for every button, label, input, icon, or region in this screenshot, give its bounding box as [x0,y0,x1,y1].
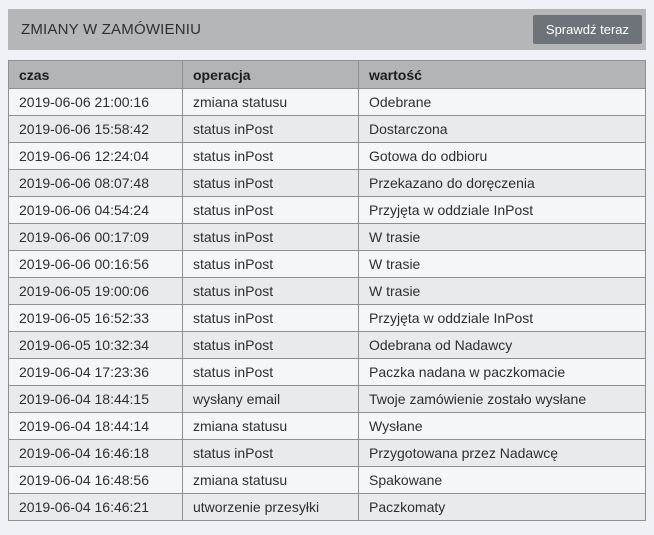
cell-time: 2019-06-04 16:46:21 [8,493,183,521]
cell-operation: status inPost [182,196,359,224]
table-row: 2019-06-04 16:46:21 utworzenie przesyłki P… [8,493,646,521]
cell-operation: zmiana statusu [182,412,359,440]
table-row: 2019-06-06 15:58:42 status inPost Dostarcz… [8,115,646,143]
cell-time: 2019-06-06 00:17:09 [8,223,183,251]
table-header-row: czas operacja wartość [8,60,646,89]
table-row: 2019-06-06 00:16:56 status inPost W trasie [8,250,646,278]
cell-value: Wysłane [358,412,646,440]
panel-title: ZMIANY W ZAMÓWIENIU [21,21,202,38]
cell-time: 2019-06-04 16:48:56 [8,466,183,494]
cell-operation: status inPost [182,142,359,170]
cell-value: Przekazano do doręczenia [358,169,646,197]
cell-value: Twoje zamówienie zostało wysłane [358,385,646,413]
table-row: 2019-06-06 04:54:24 status inPost Przyjęta… [8,196,646,224]
cell-value: Odebrana od Nadawcy [358,331,646,359]
cell-operation: status inPost [182,223,359,251]
table-row: 2019-06-06 12:24:04 status inPost Gotowa d… [8,142,646,170]
cell-time: 2019-06-06 15:58:42 [8,115,183,143]
cell-time: 2019-06-06 12:24:04 [8,142,183,170]
cell-time: 2019-06-05 19:00:06 [8,277,183,305]
table-row: 2019-06-06 08:07:48 status inPost Przekaza… [8,169,646,197]
cell-time: 2019-06-04 18:44:15 [8,385,183,413]
table-row: 2019-06-04 18:44:15 wysłany email Twoje za… [8,385,646,413]
table-row: 2019-06-04 16:48:56 zmiana statusu Spakowa… [8,466,646,494]
check-now-button[interactable]: Sprawdź teraz [532,15,642,44]
cell-value: W trasie [358,250,646,278]
column-header-operacja: operacja [182,60,359,89]
cell-value: Odebrane [358,88,646,116]
cell-operation: status inPost [182,277,359,305]
cell-time: 2019-06-04 16:46:18 [8,439,183,467]
cell-operation: status inPost [182,304,359,332]
table-row: 2019-06-06 00:17:09 status inPost W trasie [8,223,646,251]
cell-operation: status inPost [182,115,359,143]
cell-value: Paczkomaty [358,493,646,521]
cell-operation: wysłany email [182,385,359,413]
table-row: 2019-06-04 16:46:18 status inPost Przygoto… [8,439,646,467]
cell-operation: status inPost [182,331,359,359]
cell-value: Dostarczona [358,115,646,143]
cell-operation: zmiana statusu [182,88,359,116]
cell-operation: status inPost [182,169,359,197]
cell-time: 2019-06-05 10:32:34 [8,331,183,359]
cell-time: 2019-06-06 08:07:48 [8,169,183,197]
table-row: 2019-06-04 18:44:14 zmiana statusu Wysłane [8,412,646,440]
cell-value: W trasie [358,223,646,251]
cell-time: 2019-06-04 17:23:36 [8,358,183,386]
table-body: 2019-06-06 21:00:16 zmiana statusu Odebran… [8,88,646,521]
cell-time: 2019-06-06 00:16:56 [8,250,183,278]
panel-header: ZMIANY W ZAMÓWIENIU Sprawdź teraz [8,9,646,50]
table-row: 2019-06-06 21:00:16 zmiana statusu Odebran… [8,88,646,116]
cell-time: 2019-06-04 18:44:14 [8,412,183,440]
header-table-gap [8,50,646,60]
table-row: 2019-06-05 19:00:06 status inPost W trasie [8,277,646,305]
cell-value: Przyjęta w oddziale InPost [358,304,646,332]
cell-value: Spakowane [358,466,646,494]
cell-operation: zmiana statusu [182,466,359,494]
order-changes-panel: ZMIANY W ZAMÓWIENIU Sprawdź teraz czas o… [8,9,646,521]
table-row: 2019-06-04 17:23:36 status inPost Paczka n… [8,358,646,386]
cell-value: Przygotowana przez Nadawcę [358,439,646,467]
cell-time: 2019-06-06 21:00:16 [8,88,183,116]
cell-time: 2019-06-06 04:54:24 [8,196,183,224]
cell-value: Przyjęta w oddziale InPost [358,196,646,224]
cell-operation: status inPost [182,358,359,386]
table-row: 2019-06-05 10:32:34 status inPost Odebrana… [8,331,646,359]
cell-value: Gotowa do odbioru [358,142,646,170]
cell-operation: status inPost [182,250,359,278]
cell-value: W trasie [358,277,646,305]
column-header-czas: czas [8,60,183,89]
cell-value: Paczka nadana w paczkomacie [358,358,646,386]
table-row: 2019-06-05 16:52:33 status inPost Przyjęta… [8,304,646,332]
cell-time: 2019-06-05 16:52:33 [8,304,183,332]
column-header-wartosc: wartość [358,60,646,89]
cell-operation: utworzenie przesyłki [182,493,359,521]
order-history-table: czas operacja wartość 2019-06-06 21:00:1… [8,60,646,521]
cell-operation: status inPost [182,439,359,467]
